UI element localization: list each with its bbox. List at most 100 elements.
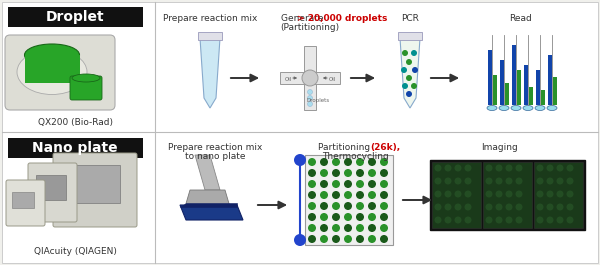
Text: Read: Read (509, 14, 532, 23)
Circle shape (308, 235, 316, 243)
Polygon shape (180, 203, 237, 207)
Circle shape (402, 83, 408, 89)
FancyBboxPatch shape (28, 163, 77, 222)
Text: Droplets: Droplets (307, 98, 329, 103)
Circle shape (485, 191, 493, 197)
Ellipse shape (511, 105, 521, 111)
Circle shape (455, 217, 461, 223)
Circle shape (356, 169, 364, 177)
Bar (500, 60, 504, 105)
Circle shape (464, 217, 472, 223)
Text: Droplet: Droplet (46, 10, 104, 24)
Circle shape (294, 234, 306, 246)
Circle shape (536, 204, 544, 210)
Circle shape (401, 67, 407, 73)
Circle shape (332, 235, 340, 243)
Text: Nano plate: Nano plate (32, 141, 118, 155)
Ellipse shape (487, 105, 497, 111)
Ellipse shape (499, 105, 509, 111)
Circle shape (294, 154, 306, 166)
Circle shape (515, 178, 523, 184)
Bar (280, 72, 340, 84)
Circle shape (485, 178, 493, 184)
Circle shape (320, 202, 328, 210)
Bar (432, 162, 481, 228)
Bar (553, 77, 557, 105)
Circle shape (557, 178, 563, 184)
Circle shape (344, 158, 352, 166)
Text: Partitioning: Partitioning (317, 143, 373, 152)
Bar (304, 46, 316, 110)
Circle shape (344, 202, 352, 210)
Circle shape (566, 217, 574, 223)
Circle shape (557, 165, 563, 171)
Circle shape (368, 224, 376, 232)
Text: Prepare reaction mix: Prepare reaction mix (168, 143, 262, 152)
Bar (529, 87, 533, 105)
Bar (517, 70, 521, 105)
Circle shape (455, 191, 461, 197)
Polygon shape (195, 155, 220, 190)
Circle shape (515, 191, 523, 197)
Text: Imaging: Imaging (482, 143, 518, 152)
Circle shape (445, 165, 452, 171)
Circle shape (434, 178, 442, 184)
Circle shape (536, 191, 544, 197)
Circle shape (380, 235, 388, 243)
Circle shape (406, 59, 412, 65)
Circle shape (485, 165, 493, 171)
Bar (8, 138, 143, 158)
Circle shape (455, 178, 461, 184)
Circle shape (344, 235, 352, 243)
Circle shape (380, 191, 388, 199)
Circle shape (344, 180, 352, 188)
Bar (430, 160, 585, 230)
FancyBboxPatch shape (53, 153, 137, 227)
Circle shape (344, 213, 352, 221)
Polygon shape (185, 190, 230, 207)
Circle shape (434, 165, 442, 171)
Circle shape (434, 204, 442, 210)
Ellipse shape (523, 105, 533, 111)
Circle shape (308, 191, 316, 199)
Circle shape (332, 169, 340, 177)
Circle shape (332, 224, 340, 232)
Circle shape (380, 158, 388, 166)
Circle shape (308, 169, 316, 177)
Text: Prepare reaction mix: Prepare reaction mix (163, 14, 257, 23)
Circle shape (496, 165, 503, 171)
Circle shape (496, 204, 503, 210)
Bar (536, 70, 540, 105)
Ellipse shape (25, 44, 79, 66)
Circle shape (308, 202, 316, 210)
Circle shape (332, 191, 340, 199)
Circle shape (505, 204, 512, 210)
Ellipse shape (17, 50, 87, 95)
Circle shape (485, 217, 493, 223)
Circle shape (308, 180, 316, 188)
Circle shape (368, 158, 376, 166)
Circle shape (547, 178, 554, 184)
Circle shape (356, 191, 364, 199)
Polygon shape (180, 205, 243, 220)
Text: QIAcuity (QIAGEN): QIAcuity (QIAGEN) (34, 248, 116, 257)
Circle shape (557, 217, 563, 223)
Ellipse shape (535, 105, 545, 111)
Bar (65, 165, 120, 203)
Circle shape (380, 169, 388, 177)
Circle shape (356, 158, 364, 166)
Circle shape (332, 213, 340, 221)
Polygon shape (200, 38, 220, 108)
Circle shape (380, 213, 388, 221)
Circle shape (320, 158, 328, 166)
Circle shape (320, 191, 328, 199)
Circle shape (557, 204, 563, 210)
Bar (512, 45, 516, 105)
FancyBboxPatch shape (5, 35, 115, 110)
Ellipse shape (72, 74, 100, 82)
Text: (Partitioning): (Partitioning) (280, 23, 340, 32)
Circle shape (380, 180, 388, 188)
Circle shape (515, 217, 523, 223)
Circle shape (402, 50, 408, 56)
Circle shape (412, 67, 418, 73)
